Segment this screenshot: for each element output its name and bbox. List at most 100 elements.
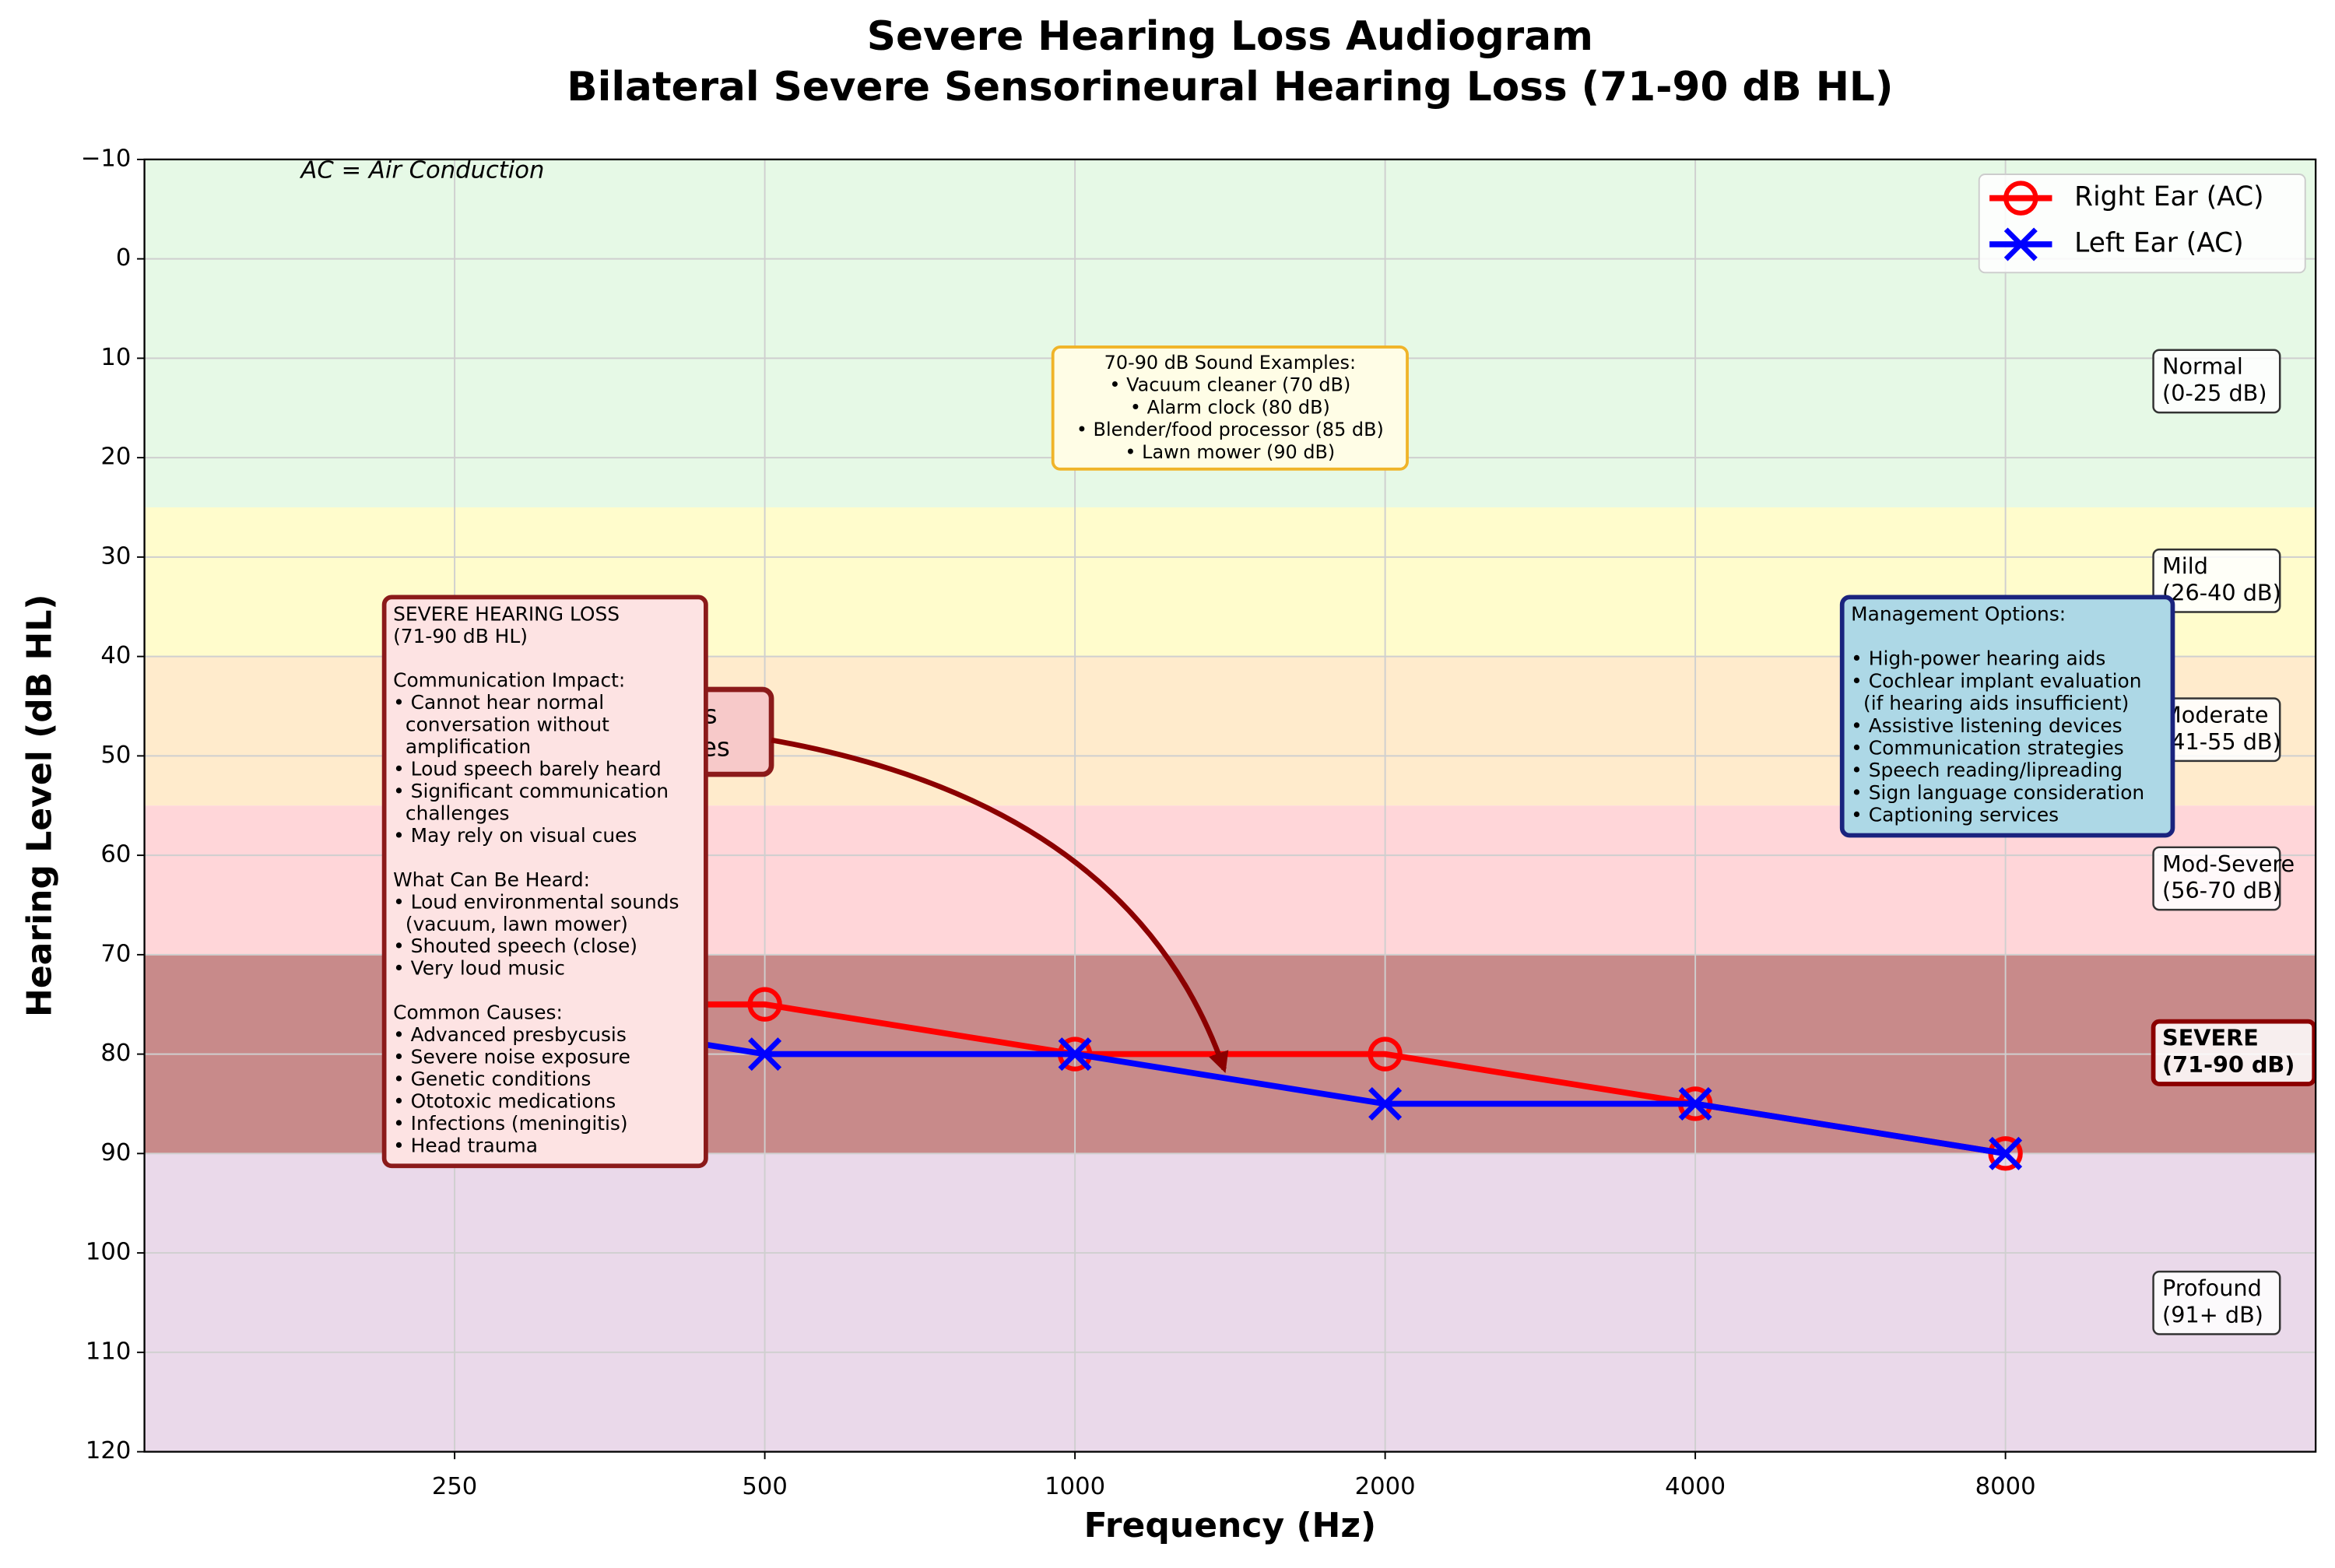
severe-info-text: (vacuum, lawn mower) bbox=[393, 913, 628, 935]
severe-info-text: • Infections (meningitis) bbox=[393, 1112, 627, 1135]
y-tick-label: −10 bbox=[81, 145, 132, 172]
management-text: • High-power hearing aids bbox=[1851, 647, 2105, 670]
plot-frame bbox=[143, 158, 2317, 1453]
management-text: • Cochlear implant evaluation bbox=[1851, 669, 2141, 692]
band-label: Normal bbox=[2162, 353, 2243, 380]
y-tick-label: 110 bbox=[86, 1338, 131, 1365]
severe-info-text: • Genetic conditions bbox=[393, 1068, 591, 1090]
data-point bbox=[1368, 1037, 1403, 1072]
management-text: Management Options: bbox=[1851, 602, 2066, 625]
severity-band bbox=[144, 1153, 2316, 1452]
y-tick-label: 10 bbox=[100, 344, 131, 371]
x-tick-label: 500 bbox=[742, 1473, 787, 1500]
sound-examples-text: 70-90 dB Sound Examples: bbox=[1104, 352, 1356, 374]
band-label: (26-40 dB) bbox=[2162, 580, 2281, 606]
severe-info-box bbox=[381, 595, 708, 1169]
legend-box bbox=[1978, 174, 2306, 274]
severe-info-text: SEVERE HEARING LOSS bbox=[393, 602, 620, 625]
chart-subtitle: Bilateral Severe Sensorineural Hearing L… bbox=[567, 64, 1893, 110]
sound-examples-box bbox=[1051, 346, 1409, 471]
management-text: • Sign language consideration bbox=[1851, 781, 2144, 804]
x-tick-label: 4000 bbox=[1665, 1473, 1726, 1500]
band-label: Mod-Severe bbox=[2162, 851, 2295, 877]
y-tick-label: 50 bbox=[100, 742, 131, 769]
management-box bbox=[1839, 595, 2175, 838]
data-point bbox=[747, 987, 782, 1022]
band-label: (0-25 dB) bbox=[2162, 380, 2267, 406]
y-tick-label: 90 bbox=[100, 1139, 131, 1166]
management-text: (if hearing aids insufficient) bbox=[1851, 692, 2129, 714]
x-tick-label: 2000 bbox=[1355, 1473, 1416, 1500]
legend-label: Right Ear (AC) bbox=[2074, 181, 2263, 212]
legend: Right Ear (AC) Left Ear (AC) bbox=[1978, 174, 2306, 274]
arrow bbox=[771, 737, 1229, 1073]
severe-info-text: conversation without bbox=[393, 714, 609, 736]
severe-info-text: (71-90 dB HL) bbox=[393, 625, 528, 647]
severe-info-text: Communication Impact: bbox=[393, 669, 625, 692]
ac-note: AC = Air Conduction bbox=[299, 157, 544, 184]
severe-info-text: What Can Be Heard: bbox=[393, 868, 590, 891]
legend-label: Left Ear (AC) bbox=[2074, 227, 2243, 258]
severe-info-text: • May rely on visual cues bbox=[393, 824, 637, 847]
severe-info-text: Common Causes: bbox=[393, 1001, 563, 1024]
severe-info-text: • Advanced presbycusis bbox=[393, 1023, 627, 1046]
severe-info-text: • Loud environmental sounds bbox=[393, 890, 679, 913]
band-label-box bbox=[2152, 1270, 2281, 1335]
y-tick-label: 30 bbox=[100, 542, 131, 570]
severe-info-text: • Cannot hear normal bbox=[393, 691, 604, 714]
band-label: (91+ dB) bbox=[2162, 1301, 2263, 1328]
severe-info-text: • Severe noise exposure bbox=[393, 1046, 630, 1068]
x-tick-label: 250 bbox=[432, 1473, 477, 1500]
severe-info-text: • Shouted speech (close) bbox=[393, 935, 637, 957]
y-tick-label: 120 bbox=[86, 1437, 131, 1465]
management-text: • Communication strategies bbox=[1851, 737, 2124, 759]
x-tick-label: 1000 bbox=[1045, 1473, 1105, 1500]
band-label-box bbox=[2152, 846, 2281, 911]
band-label: (41-55 dB) bbox=[2162, 728, 2281, 755]
severe-info-text: • Significant communication bbox=[393, 780, 669, 802]
band-label-box bbox=[2151, 1019, 2317, 1086]
chart-title: Severe Hearing Loss Audiogram bbox=[867, 13, 1593, 60]
y-tick-label: 70 bbox=[100, 940, 131, 967]
legend-marker bbox=[2003, 181, 2038, 216]
y-tick-label: 100 bbox=[86, 1239, 131, 1266]
band-label: SEVERE bbox=[2162, 1025, 2259, 1051]
sound-examples-text: • Lawn mower (90 dB) bbox=[1125, 441, 1335, 463]
sound-examples-text: • Blender/food processor (85 dB) bbox=[1076, 419, 1384, 440]
data-point bbox=[1989, 1136, 2023, 1170]
severe-info-text: • Very loud music bbox=[393, 957, 565, 980]
band-label: (71-90 dB) bbox=[2162, 1051, 2295, 1078]
band-label: (56-70 dB) bbox=[2162, 877, 2281, 903]
management-text: • Captioning services bbox=[1851, 804, 2059, 826]
band-label-box bbox=[2152, 349, 2281, 414]
data-point bbox=[1368, 1086, 1403, 1121]
y-tick-label: 80 bbox=[100, 1040, 131, 1067]
y-tick-label: 40 bbox=[100, 642, 131, 669]
x-axis-label: Frequency (Hz) bbox=[1084, 1506, 1377, 1545]
y-axis-label: Hearing Level (dB HL) bbox=[20, 594, 60, 1017]
severe-info-text: • Ototoxic medications bbox=[393, 1089, 616, 1112]
band-label: Profound bbox=[2162, 1275, 2262, 1301]
y-tick-label: 0 bbox=[116, 244, 131, 272]
severe-info-text: amplification bbox=[393, 735, 531, 758]
sound-examples-text: • Vacuum cleaner (70 dB) bbox=[1109, 374, 1350, 396]
y-tick-label: 20 bbox=[100, 444, 131, 471]
management-text: • Assistive listening devices bbox=[1851, 714, 2122, 737]
severe-info-text: • Head trauma bbox=[393, 1134, 538, 1156]
band-label: Moderate bbox=[2162, 701, 2268, 728]
management-text: • Speech reading/lipreading bbox=[1851, 759, 2123, 781]
band-label: Mild bbox=[2162, 552, 2208, 579]
severe-info-text: • Loud speech barely heard bbox=[393, 758, 662, 780]
severe-info-text: challenges bbox=[393, 802, 509, 824]
series-line bbox=[454, 1001, 2007, 1157]
x-tick-label: 8000 bbox=[1975, 1473, 2036, 1500]
band-label-box bbox=[2152, 548, 2281, 613]
data-point bbox=[1058, 1037, 1092, 1072]
y-tick-label: 60 bbox=[100, 841, 131, 868]
data-point bbox=[1678, 1086, 1712, 1121]
data-point bbox=[748, 1037, 782, 1072]
legend-marker bbox=[2003, 227, 2038, 261]
sound-examples-text: • Alarm clock (80 dB) bbox=[1130, 396, 1330, 418]
